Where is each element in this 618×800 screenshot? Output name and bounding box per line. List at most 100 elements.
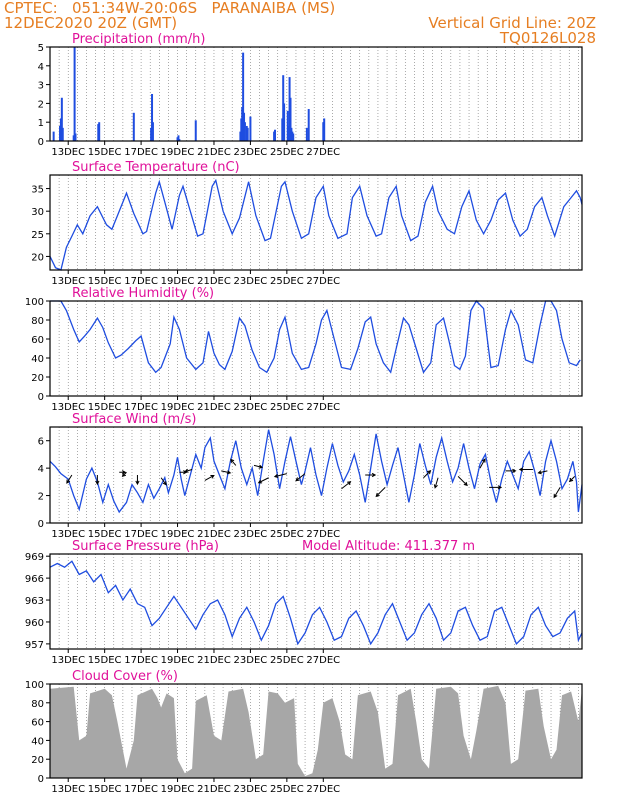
chart-header: CPTEC: 051:34W-20:06S PARANAIBA (MS) 12D… — [0, 0, 618, 50]
x-tick-label: 27DEC — [306, 147, 340, 158]
y-tick-label: 4 — [38, 464, 44, 475]
x-tick-label: 21DEC — [197, 655, 231, 666]
precip-bar — [194, 120, 197, 141]
y-tick-label: 969 — [25, 552, 44, 563]
x-tick-label: 21DEC — [197, 147, 231, 158]
wind-arrow — [121, 471, 127, 477]
x-tick-label: 19DEC — [161, 147, 195, 158]
wind-arrow — [95, 475, 100, 486]
temp-line — [49, 178, 583, 271]
x-tick-label: 17DEC — [124, 529, 158, 540]
y-tick-label: 0 — [38, 519, 44, 530]
wind-arrow — [257, 477, 269, 484]
wind-arrow — [423, 470, 432, 479]
wind-arrow — [479, 458, 486, 469]
y-tick-label: 80 — [31, 699, 44, 710]
wind-arrow — [184, 468, 193, 473]
rh-line — [50, 299, 581, 374]
y-tick-label: 0 — [38, 392, 44, 403]
y-tick-label: 40 — [31, 736, 44, 747]
panel-cloud: 0 20 40 60 80 100 13DEC 15DEC 17DEC 19DEC 21DEC 23D… — [25, 669, 583, 795]
y-tick-label: 960 — [25, 618, 44, 629]
wind-arrow — [221, 470, 232, 475]
x-tick-label: 25DEC — [270, 655, 304, 666]
wind-arrow — [457, 476, 468, 487]
x-tick-label: 13DEC — [51, 529, 85, 540]
precip-bar — [74, 133, 77, 141]
y-tick-label: 0 — [38, 137, 44, 148]
y-tick-label: 6 — [38, 437, 44, 448]
y-tick-label: 5 — [38, 43, 44, 54]
wind-arrow — [273, 473, 287, 478]
precip-bar — [246, 127, 249, 141]
x-tick-label: 23DEC — [234, 529, 268, 540]
wind-arrow — [489, 485, 503, 490]
y-tick-label: 25 — [31, 230, 44, 241]
wind-arrow — [518, 467, 533, 472]
x-tick-label: 17DEC — [124, 402, 158, 413]
run-datetime: 12DEC2020 20Z (GMT) — [4, 14, 178, 32]
wind-arrow — [160, 477, 167, 486]
panel-title: Surface Wind (m/s) — [72, 412, 196, 427]
x-tick-label: 15DEC — [88, 276, 122, 287]
x-tick-label: 17DEC — [124, 655, 158, 666]
wind-arrow — [433, 477, 439, 489]
wind-arrow — [253, 464, 264, 469]
y-tick-label: 100 — [25, 680, 44, 691]
precip-bar — [283, 103, 286, 141]
x-tick-label: 17DEC — [124, 276, 158, 287]
x-tick-label: 13DEC — [51, 147, 85, 158]
x-tick-label: 19DEC — [161, 529, 195, 540]
x-tick-label: 15DEC — [88, 784, 122, 795]
x-tick-label: 23DEC — [234, 276, 268, 287]
wind-arrow — [341, 481, 352, 490]
y-tick-label: 35 — [31, 185, 44, 196]
y-tick-label: 20 — [31, 755, 44, 766]
precip-bar — [61, 127, 64, 141]
precip-bar — [98, 122, 101, 141]
panel-title: Cloud Cover (%) — [72, 669, 178, 684]
precip-bar — [132, 112, 135, 141]
model-altitude: Model Altitude: 411.377 m — [302, 539, 475, 554]
y-tick-label: 100 — [25, 297, 44, 308]
y-tick-label: 20 — [31, 373, 44, 384]
y-tick-label: 80 — [31, 316, 44, 327]
x-tick-label: 23DEC — [234, 402, 268, 413]
cloud-area — [50, 685, 582, 778]
wind-arrow — [537, 470, 548, 475]
y-tick-label: 2 — [38, 99, 44, 110]
x-tick-label: 15DEC — [88, 402, 122, 413]
wind-arrow — [230, 458, 237, 466]
wind-line — [49, 429, 583, 514]
wind-arrow — [295, 473, 306, 482]
wind-arrow — [375, 486, 386, 498]
precip-bar — [289, 97, 292, 141]
precip-bar — [73, 47, 76, 141]
precip-bar — [292, 133, 295, 141]
x-tick-label: 27DEC — [306, 784, 340, 795]
x-tick-label: 17DEC — [124, 147, 158, 158]
y-tick-label: 40 — [31, 354, 44, 365]
wind-arrow — [568, 476, 576, 483]
panel-frame — [49, 553, 583, 650]
vertical-grid-note: Vertical Grid Line: 20Z — [428, 14, 596, 32]
x-tick-label: 25DEC — [270, 402, 304, 413]
panel-precip: 0 1 2 3 4 5 13DEC 15DEC 17DEC 19DEC 21DEC 23DEC 25DE… — [38, 32, 583, 158]
x-tick-label: 19DEC — [161, 655, 195, 666]
y-tick-label: 60 — [31, 718, 44, 729]
x-tick-label: 23DEC — [234, 784, 268, 795]
x-tick-label: 21DEC — [197, 784, 231, 795]
x-tick-label: 19DEC — [161, 402, 195, 413]
x-tick-label: 17DEC — [124, 784, 158, 795]
panel-rh: 0 20 40 60 80 100 13DEC 15DEC 17DEC 19DEC 21DEC 23D… — [25, 286, 583, 413]
precip-bar — [274, 129, 277, 141]
y-tick-label: 957 — [25, 640, 44, 651]
panel-title: Surface Pressure (hPa) — [72, 539, 219, 554]
x-tick-label: 23DEC — [234, 147, 268, 158]
x-tick-label: 13DEC — [51, 276, 85, 287]
x-tick-label: 15DEC — [88, 147, 122, 158]
precip-bar — [52, 131, 55, 141]
y-tick-label: 30 — [31, 207, 44, 218]
panel-frame — [49, 174, 583, 271]
